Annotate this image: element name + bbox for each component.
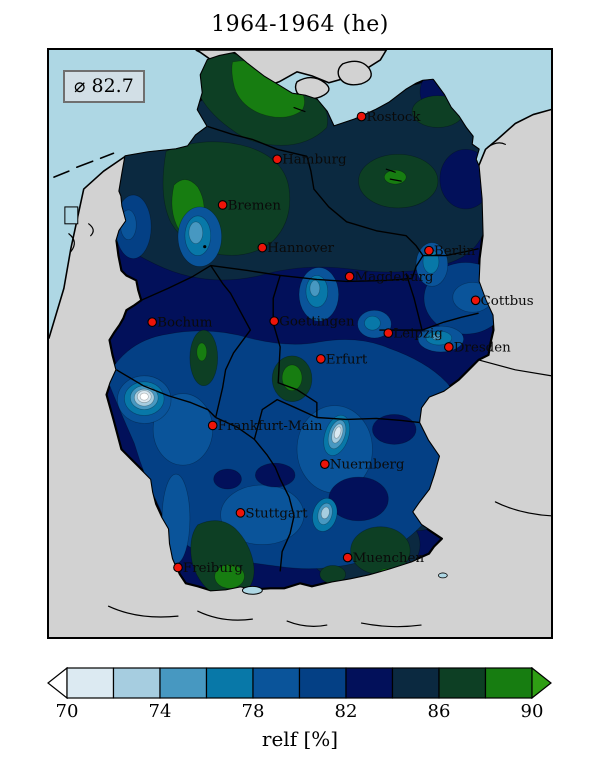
- city-label: Goettingen: [279, 315, 355, 330]
- city-marker-freiburg[interactable]: [173, 562, 183, 573]
- city-label: Freiburg: [183, 561, 243, 576]
- city-marker-bochum[interactable]: [147, 317, 157, 327]
- city-markers: Rostock Hamburg Bremen Hannover BerlinMagdeb…: [147, 110, 534, 576]
- city-marker-rostock[interactable]: [356, 111, 367, 122]
- city-label: Bremen: [228, 198, 282, 213]
- czech-poland-border: [477, 359, 551, 377]
- colorbar-tick: 78: [241, 701, 265, 722]
- colorbar-segment: [205, 667, 254, 699]
- city-marker-cottbus[interactable]: [470, 295, 481, 306]
- colorbar-over-arrow: [531, 667, 552, 699]
- city-label: Stuttgart: [245, 506, 308, 521]
- wadden-islands: [53, 152, 115, 178]
- city-label: Erfurt: [326, 352, 368, 367]
- state-borders: [116, 125, 479, 572]
- city-label: Frankfurt-Main: [218, 419, 323, 434]
- colorbar-tick: 90: [520, 701, 544, 722]
- city-label: Hannover: [267, 241, 334, 256]
- city-marker-frankfurt-main[interactable]: [207, 420, 218, 431]
- colorbar-tick: 70: [55, 701, 79, 722]
- city-marker-hannover[interactable]: [257, 242, 268, 253]
- contour-detail: [385, 168, 402, 182]
- map-axes: Rostock Hamburg Bremen Hannover Berlin Magdeb…: [47, 48, 553, 639]
- city-marker-bremen[interactable]: [217, 200, 228, 210]
- colorbar: [47, 667, 553, 699]
- city-marker-stuttgart[interactable]: [235, 508, 246, 518]
- ijsselmeer-lake: [64, 206, 79, 225]
- colorbar-tick: 74: [148, 701, 172, 722]
- colorbar-segment: [438, 667, 487, 699]
- germany-contour-map: Rostock Hamburg Bremen Hannover BerlinMagdeb…: [49, 50, 551, 637]
- colorbar-segment: [159, 667, 208, 699]
- colorbar-segment: [345, 667, 394, 699]
- city-label: Muenchen: [353, 551, 425, 566]
- city-label: Rostock: [366, 110, 421, 125]
- city-label: Leipzig: [393, 327, 443, 342]
- danish-island: [337, 60, 372, 86]
- colorbar-segment: [252, 667, 301, 699]
- city-marker-leipzig[interactable]: [383, 328, 394, 338]
- colorbar-under-arrow: [47, 667, 68, 699]
- page-title: 1964-1964 (he): [211, 12, 389, 37]
- city-marker-nuernberg[interactable]: [319, 459, 330, 469]
- polish-coast-detail: [486, 142, 506, 148]
- city-marker-erfurt[interactable]: [316, 354, 326, 364]
- city-marker-dresden[interactable]: [444, 342, 454, 352]
- city-label: Dresden: [454, 340, 511, 355]
- city-label: Magdeburg: [355, 270, 434, 285]
- city-label: Hamburg: [282, 153, 347, 168]
- colorbar-tick: 82: [334, 701, 358, 722]
- contour-field: [106, 52, 494, 591]
- city-marker-goettingen[interactable]: [269, 316, 280, 326]
- alps-border-detail: [107, 605, 422, 628]
- colorbar-segment: [484, 667, 533, 699]
- city-label: Berlin: [434, 244, 476, 259]
- czech-austria-border: [494, 501, 551, 517]
- city-label: Cottbus: [481, 294, 534, 309]
- dutch-coast-detail: [68, 223, 94, 253]
- colorbar-tick: 86: [427, 701, 451, 722]
- colorbar-label: relf [%]: [261, 727, 339, 751]
- contour-detail: [293, 107, 306, 113]
- city-label: Bochum: [157, 316, 213, 331]
- city-marker-magdeburg[interactable]: [344, 271, 355, 282]
- city-label: Nuernberg: [330, 458, 405, 473]
- colorbar-segment: [391, 667, 440, 699]
- danish-island: [294, 76, 330, 100]
- city-marker-hamburg[interactable]: [272, 154, 282, 165]
- colorbar-segment: [112, 667, 161, 699]
- colorbar-segment: [66, 667, 115, 699]
- mean-value-badge: ⌀ 82.7: [63, 70, 145, 103]
- city-marker-muenchen[interactable]: [342, 552, 353, 563]
- lake-constance: [241, 585, 263, 595]
- lake-chiemsee: [438, 572, 448, 579]
- city-marker-berlin[interactable]: [424, 245, 434, 256]
- colorbar-segment: [298, 667, 347, 699]
